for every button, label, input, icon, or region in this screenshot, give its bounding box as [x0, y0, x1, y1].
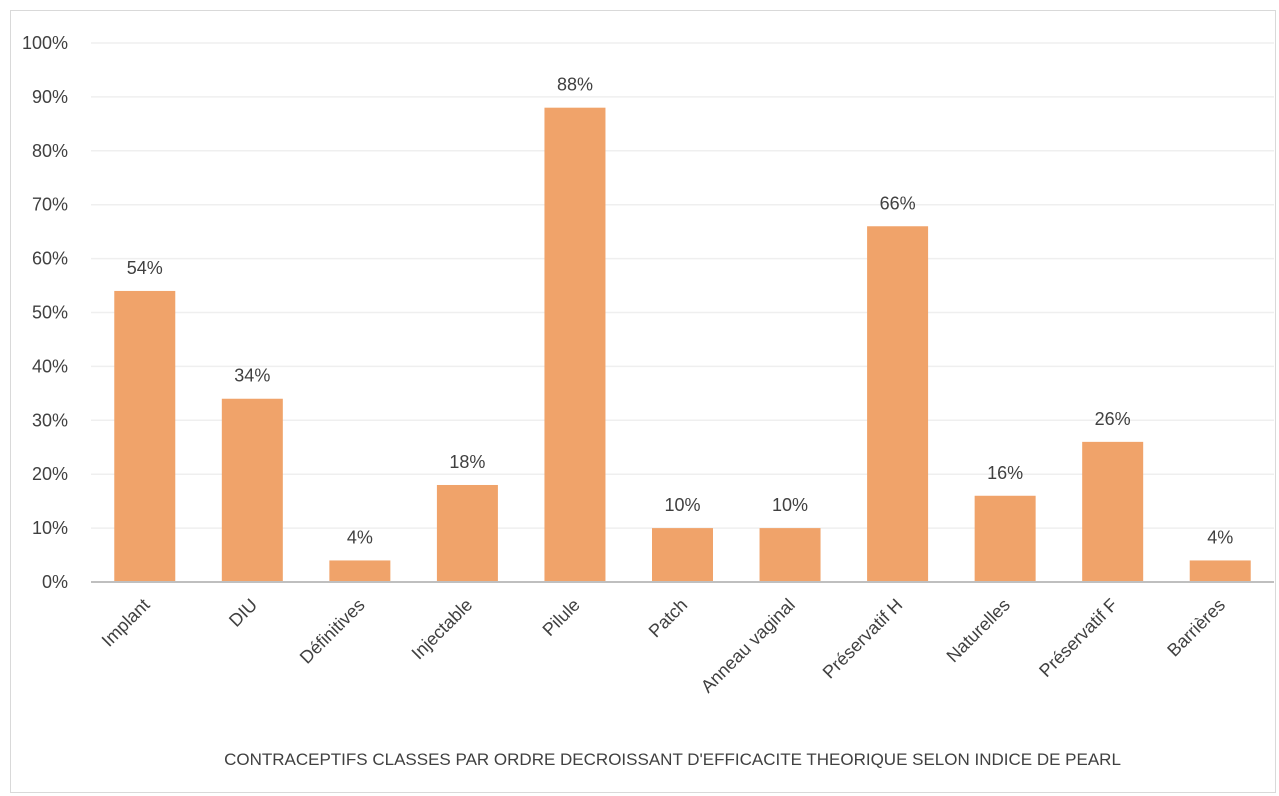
data-label: 4% — [347, 527, 373, 547]
data-label: 88% — [557, 75, 593, 95]
x-tick-label: Préservatif H — [819, 595, 907, 683]
x-tick-label: Naturelles — [943, 595, 1014, 666]
y-tick-label: 30% — [32, 410, 68, 430]
data-label: 34% — [234, 366, 270, 386]
data-label: 54% — [127, 258, 163, 278]
x-tick-label: Anneau vaginal — [697, 595, 799, 697]
bar — [221, 398, 283, 582]
x-axis-title: CONTRACEPTIFS CLASSES PAR ORDRE DECROISS… — [224, 750, 1121, 769]
x-axis-category-labels: Implant DIU Définitives Injectable Pilule Pat… — [98, 595, 1229, 697]
y-tick-label: 50% — [32, 303, 68, 323]
data-label: 16% — [987, 463, 1023, 483]
data-label: 66% — [880, 193, 916, 213]
data-label: 10% — [772, 495, 808, 515]
x-tick-label: Pilule — [539, 595, 584, 640]
data-label: 10% — [664, 495, 700, 515]
bar — [867, 226, 929, 582]
y-tick-label: 0% — [42, 572, 68, 592]
x-tick-label: Implant — [98, 595, 154, 651]
bar — [114, 290, 176, 582]
gridlines — [91, 42, 1274, 529]
data-labels: 54% 34% 4% 18% 88% 10% 10% 66% 16% 26% 4% — [127, 75, 1233, 548]
x-tick-label: Préservatif F — [1035, 595, 1121, 681]
bar — [436, 484, 498, 582]
bar — [652, 528, 713, 582]
bar — [974, 495, 1036, 582]
y-tick-label: 20% — [32, 464, 68, 484]
x-tick-label: Patch — [645, 595, 692, 642]
bar — [544, 107, 606, 583]
y-tick-label: 60% — [32, 249, 68, 269]
data-label: 26% — [1095, 409, 1131, 429]
x-tick-label: Injectable — [408, 595, 477, 664]
bar — [1189, 560, 1251, 582]
bar — [759, 528, 821, 582]
data-label: 4% — [1207, 527, 1233, 547]
y-tick-label: 80% — [32, 141, 68, 161]
y-axis-tick-labels: 0% 10% 20% 30% 40% 50% 60% 70% 80% 90% 100% — [22, 33, 68, 592]
x-tick-label: Définitives — [296, 595, 369, 668]
x-tick-label: Barrières — [1163, 595, 1229, 661]
bar — [1082, 441, 1144, 582]
x-tick-label: DIU — [225, 595, 261, 631]
y-tick-label: 10% — [32, 518, 68, 538]
y-tick-label: 100% — [22, 33, 68, 53]
data-label: 18% — [449, 452, 485, 472]
y-tick-label: 40% — [32, 356, 68, 376]
chart-frame — [10, 10, 1276, 793]
y-tick-label: 70% — [32, 195, 68, 215]
bar — [329, 560, 391, 582]
bars — [114, 107, 1251, 583]
y-tick-label: 90% — [32, 87, 68, 107]
